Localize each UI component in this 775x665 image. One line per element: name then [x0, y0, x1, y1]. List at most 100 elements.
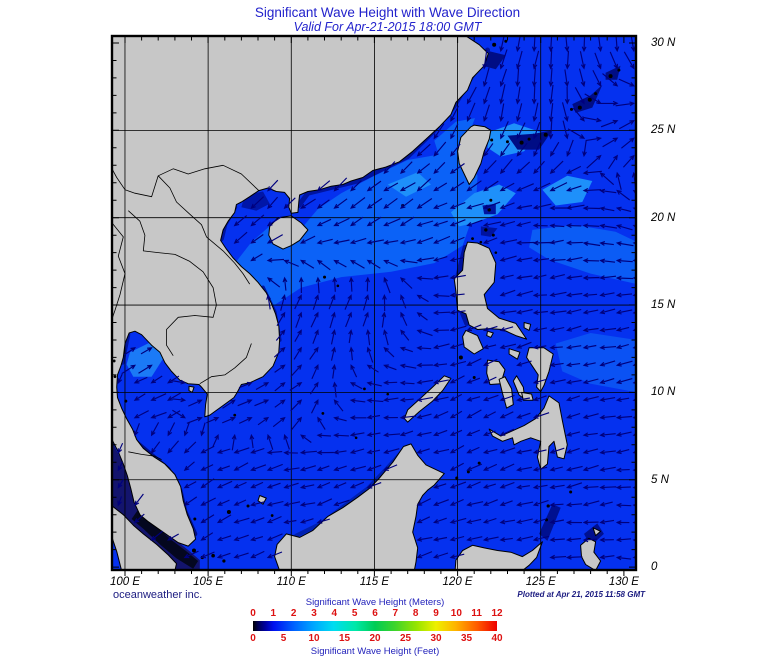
- colorbar-tick-value: 20: [369, 633, 381, 644]
- small-island: [587, 97, 592, 102]
- small-island: [492, 42, 497, 47]
- country-border: [128, 210, 217, 356]
- colorbar-feet-scale: 0 5 10 15 20 25 30 35 40: [250, 633, 502, 644]
- wave-map: [110, 34, 638, 576]
- small-island: [491, 233, 495, 237]
- landmass: [274, 443, 445, 570]
- landmass: [457, 124, 492, 185]
- lat-tick-label: 20 N: [651, 211, 676, 224]
- colorbar-tick-value: 5: [351, 608, 358, 619]
- small-island: [504, 39, 508, 43]
- small-island: [505, 140, 509, 144]
- wave-height-patch: [555, 333, 636, 393]
- small-island: [113, 375, 117, 379]
- landmass: [112, 505, 177, 570]
- small-island: [477, 461, 481, 465]
- page-title: Significant Wave Height with Wave Direct…: [254, 5, 521, 20]
- colorbar-tick-value: 35: [460, 633, 473, 644]
- small-island: [471, 237, 474, 241]
- country-border: [128, 451, 162, 460]
- small-island: [527, 137, 531, 141]
- small-island: [191, 548, 196, 553]
- wave-height-patch: [131, 509, 199, 569]
- lon-tick-label: 105 E: [193, 576, 224, 588]
- colorbar-feet-label: Significant Wave Height (Feet): [310, 646, 440, 657]
- small-island: [354, 436, 358, 440]
- landmass: [521, 391, 534, 401]
- wave-height-patch: [529, 224, 636, 284]
- plotted-timestamp: Plotted at Apr 21, 2015 11:58 GMT: [517, 590, 645, 599]
- colorbar-tick-value: 10: [308, 633, 320, 644]
- colorbar-tick-value: 4: [331, 608, 338, 619]
- small-island: [124, 399, 128, 403]
- small-island: [458, 355, 463, 360]
- small-island: [484, 228, 488, 232]
- wave-height-patch: [126, 341, 165, 377]
- colorbar-tick-value: 3: [311, 608, 317, 619]
- colorbar-tick-value: 10: [450, 608, 462, 619]
- lon-tick-label: 120 E: [442, 576, 473, 588]
- colorbar-tick-value: 12: [491, 608, 503, 619]
- colorbar-tick-value: 25: [399, 633, 412, 644]
- small-island: [487, 208, 491, 212]
- colorbar-tick-value: 0: [250, 608, 256, 619]
- small-island: [494, 251, 498, 254]
- colorbar-tick-value: 11: [471, 608, 482, 619]
- small-island: [519, 140, 524, 145]
- landmass: [453, 241, 528, 340]
- colorbar-tick-value: 8: [412, 608, 419, 619]
- lon-tick-label: 115 E: [359, 576, 390, 588]
- small-island: [569, 107, 573, 111]
- country-border: [112, 164, 260, 198]
- small-island: [455, 476, 459, 480]
- small-island: [363, 387, 366, 391]
- colorbar-tick-value: 30: [430, 633, 442, 644]
- landmass: [462, 329, 484, 355]
- small-island: [577, 105, 582, 110]
- small-island: [211, 553, 215, 558]
- landmass: [523, 322, 532, 331]
- small-island: [193, 517, 197, 521]
- country-border: [199, 343, 252, 385]
- colorbar-gradient: [253, 621, 497, 631]
- small-island: [489, 198, 493, 202]
- landmass: [486, 330, 494, 338]
- small-island: [466, 470, 470, 474]
- colorbar-tick-value: 6: [372, 608, 378, 619]
- colorbar-tick-value: 2: [290, 608, 297, 619]
- landmass: [508, 348, 521, 360]
- colorbar-tick-value: 7: [392, 608, 399, 619]
- colorbar-tick-value: 0: [250, 633, 256, 644]
- wave-map-svg: [110, 34, 638, 576]
- colorbar-meters-scale: 0 1 2 3 4 5 6 7 8 9 10 11 12: [250, 608, 502, 619]
- landmass: [112, 36, 489, 547]
- lat-tick-label: 0: [651, 561, 658, 574]
- colorbar-tick-value: 40: [491, 633, 503, 644]
- small-island: [336, 284, 340, 288]
- small-island: [233, 413, 237, 417]
- landmass: [592, 527, 602, 537]
- country-border: [112, 222, 126, 320]
- lat-tick-label: 25 N: [651, 124, 676, 137]
- small-island: [323, 275, 327, 279]
- small-island: [321, 411, 325, 415]
- lat-tick-label: 30 N: [651, 36, 676, 49]
- axis-tick-marks: [112, 36, 636, 576]
- small-island: [226, 510, 231, 515]
- lon-tick-label: 100 E: [109, 576, 140, 588]
- small-island: [594, 92, 598, 96]
- colorbar-tick-value: 1: [270, 608, 277, 619]
- colorbar-tick-value: 15: [338, 633, 351, 644]
- wave-height-patch: [434, 118, 475, 157]
- map-frame: [110, 34, 638, 572]
- small-island: [546, 504, 550, 508]
- lon-tick-label: 110 E: [276, 576, 306, 588]
- oceanweather-branding: oceanweather inc.: [113, 589, 203, 601]
- colorbar-tick-value: 9: [433, 608, 439, 619]
- small-island: [472, 376, 476, 380]
- small-island: [569, 490, 573, 494]
- lat-tick-label: 10 N: [651, 386, 676, 399]
- landmass: [257, 495, 267, 505]
